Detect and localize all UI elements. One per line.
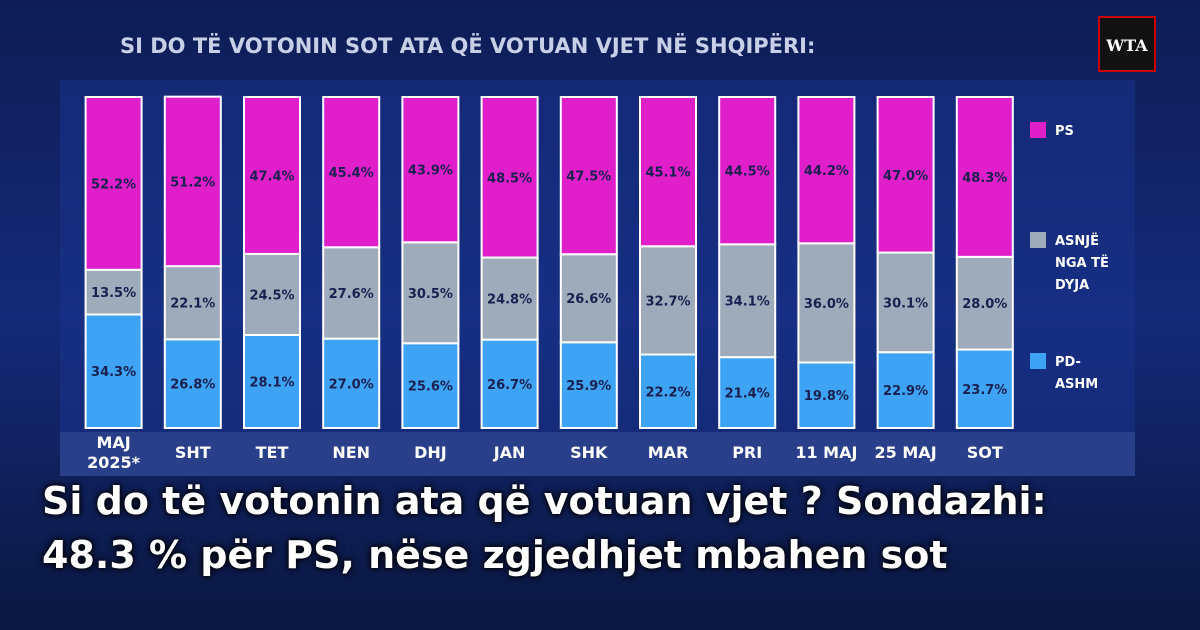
bar-segment (401, 241, 460, 345)
bar-segment (401, 342, 460, 430)
value-label: 24.5% (249, 288, 294, 303)
bar-segment (718, 96, 777, 246)
value-label: 27.0% (329, 377, 374, 392)
value-label: 23.7% (962, 383, 1007, 398)
x-tick-label: MAR (647, 443, 689, 462)
x-tick-label: JAN (493, 443, 526, 462)
headline: Si do të votonin ata që votuan vjet ? So… (42, 479, 1047, 577)
bar-segment (84, 96, 143, 271)
bar-segment (639, 353, 697, 430)
category-strip (60, 432, 1135, 476)
value-label: 45.4% (329, 166, 374, 181)
legend-swatch (1030, 122, 1046, 138)
bar-segment (876, 96, 935, 254)
x-tick-label: DHJ (414, 443, 447, 462)
value-label: 24.8% (487, 293, 532, 308)
value-label: 21.4% (725, 387, 770, 402)
x-tick-label: NEN (332, 443, 371, 462)
bar-segment (243, 96, 301, 255)
bar-segment (797, 96, 856, 245)
value-label: 19.8% (804, 389, 849, 404)
bar-segment (955, 348, 1014, 430)
value-label: 34.1% (725, 295, 770, 310)
logo: WTA (1098, 16, 1156, 72)
value-label: 22.9% (883, 384, 928, 399)
bar-segment (322, 96, 381, 249)
value-label: 26.7% (487, 378, 532, 393)
value-label: 47.5% (566, 170, 611, 185)
value-label: 22.2% (645, 385, 690, 400)
bar-segment (480, 256, 539, 341)
x-tick-label: SHT (174, 443, 211, 462)
bar-segment (84, 313, 143, 430)
bar-segment (559, 253, 618, 344)
bar-segment (163, 338, 222, 429)
legend-label: ASNJË NGA TË DYJA (1055, 234, 1109, 293)
bar-segment (480, 96, 539, 259)
value-label: 25.6% (408, 380, 453, 395)
value-label: 26.8% (170, 378, 215, 393)
bar-segment (322, 337, 381, 430)
x-tick-label: SHK (570, 443, 608, 462)
value-label: 47.4% (249, 169, 294, 184)
bar-segment (559, 96, 618, 256)
value-label: 26.6% (566, 292, 611, 307)
x-tick-label: SOT (966, 443, 1003, 462)
value-label: 51.2% (170, 175, 215, 190)
bar-segment (718, 356, 777, 429)
legend-label: PS (1055, 124, 1074, 139)
x-tick-label: MAJ 2025* (87, 433, 141, 472)
bar-segment (797, 361, 856, 430)
value-label: 44.5% (725, 165, 770, 180)
value-label: 22.1% (170, 297, 215, 312)
value-label: 43.9% (408, 164, 453, 179)
value-label: 30.5% (408, 287, 453, 302)
chart-title: SI DO TË VOTONIN SOT ATA QË VOTUAN VJET … (120, 34, 816, 58)
value-label: 48.5% (487, 171, 532, 186)
bar-segment (84, 268, 143, 316)
value-label: 47.0% (883, 169, 928, 184)
bar-segment (955, 255, 1014, 351)
value-label: 48.3% (962, 171, 1007, 186)
bar-segment (639, 96, 697, 248)
x-tick-label: PRI (732, 443, 763, 462)
x-tick-label: 11 MAJ (795, 443, 858, 462)
bar-segment (559, 341, 618, 429)
bar-segment (163, 95, 222, 268)
bar-segment (243, 252, 301, 336)
value-label: 45.1% (645, 166, 690, 181)
value-label: 34.3% (91, 365, 136, 380)
value-label: 44.2% (804, 164, 849, 179)
value-label: 30.1% (883, 296, 928, 311)
value-label: 52.2% (91, 177, 136, 192)
legend-swatch (1030, 353, 1046, 369)
legend-label: PD-ASHM (1055, 355, 1099, 392)
value-label: 32.7% (645, 294, 690, 309)
value-label: 28.1% (249, 375, 294, 390)
bar-segment (401, 96, 460, 244)
value-label: 28.0% (962, 297, 1007, 312)
x-tick-label: 25 MAJ (874, 443, 937, 462)
value-label: 13.5% (91, 286, 136, 301)
value-label: 25.9% (566, 379, 611, 394)
value-label: 27.6% (329, 287, 374, 302)
bar-segment (163, 265, 222, 341)
x-tick-label: TET (255, 443, 289, 462)
bar-segment (480, 338, 539, 429)
bar-segment (322, 246, 381, 340)
legend-swatch (1030, 232, 1046, 248)
value-label: 36.0% (804, 297, 849, 312)
bar-segment (955, 96, 1014, 258)
